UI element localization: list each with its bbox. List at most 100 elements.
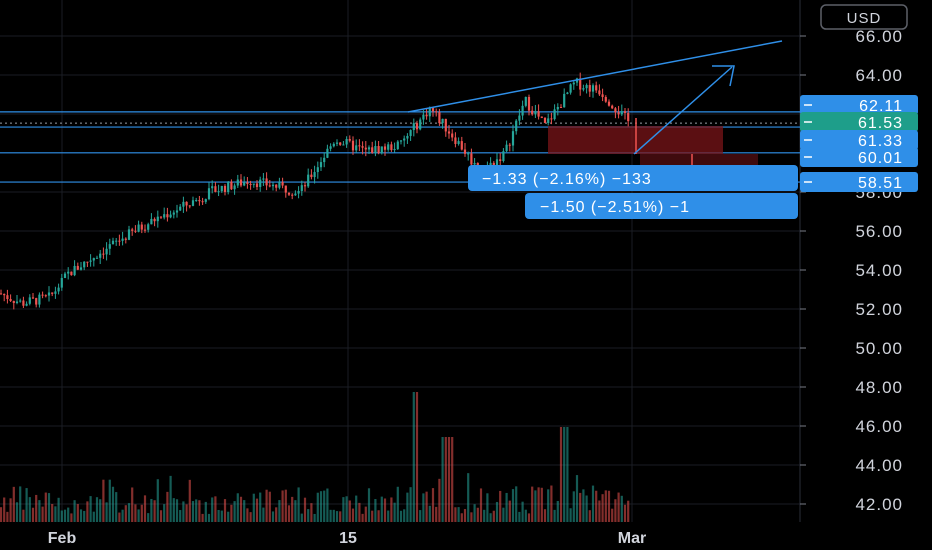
volume-bar [22,509,25,522]
volume-bar [223,499,227,522]
candle-body [227,181,230,193]
candle-body [284,185,287,193]
candle-body [175,210,179,213]
candle-body [358,145,361,147]
volume-bar [259,492,262,522]
candle-body [19,300,22,302]
volume-bar [188,479,191,522]
candle-body [73,265,76,276]
volume-bar [342,497,345,522]
volume-bar [271,511,275,522]
y-tick-label: 44.00 [855,456,903,475]
volume-bar [291,496,294,522]
candle-body [534,111,537,115]
y-tick-label: 48.00 [855,378,903,397]
volume-bar [540,487,543,522]
volume-bar [25,488,28,522]
candle-body [559,106,563,108]
volume-bar [99,499,102,522]
volume-bar [31,507,35,522]
candle-body [451,133,454,138]
candle-body [182,201,185,207]
volume-bar [470,512,473,522]
candle-body [313,172,316,178]
volume-bar [422,493,425,522]
volume-bar [364,506,367,522]
candle-body [252,183,255,185]
volume-bar [316,492,319,522]
candle-body [339,142,342,145]
candle-body [198,200,201,202]
volume-bar [377,510,380,522]
currency-label[interactable]: USD [847,10,882,27]
volume-bar [313,513,316,522]
candle-body [412,123,415,131]
volume-bar [147,513,150,522]
price-tag-label: 62.11 [859,98,903,115]
currency-button-frame[interactable] [820,4,908,30]
volume-bar [473,504,476,522]
volume-bar [227,511,230,522]
volume-bar [399,510,403,522]
candle-body [265,178,268,186]
measure-labels: −1.33 (−2.16%) −133 −1.50 (−2.51%) −1 [468,165,798,219]
volume-bar [476,507,479,522]
candle-body [355,145,358,151]
volume-bar [73,500,76,522]
candle-body [332,143,335,147]
volume-bar [102,479,105,522]
volume-bar [131,487,134,522]
candle-body [364,147,367,150]
volume-bar [95,497,99,522]
volume-bar [431,488,435,522]
candle-body [620,111,623,115]
candle-body [473,162,476,165]
volume-bar [467,473,470,522]
volume-bar [28,497,31,522]
volume-bar [358,502,361,522]
candle-body [515,120,518,132]
volume-bar [300,513,303,522]
volume-bar [262,507,265,522]
candle-body [463,149,467,154]
volume-bar [492,510,495,522]
volume-bar [166,491,169,522]
volume-bar [335,511,339,522]
projection-arrow-head [712,65,735,87]
volume-bar [396,486,399,522]
candle-body [447,131,451,134]
candle-body [143,229,147,231]
candle-body [371,147,374,153]
candle-body [582,88,585,90]
volume-bar [521,501,524,522]
candle-body [169,214,172,218]
candle-body [38,294,41,305]
volume-bar [265,489,268,522]
volume-bar [435,506,438,522]
volume-bar [214,496,217,522]
candle-body [83,261,86,268]
volume-bar [252,493,255,522]
currency-button[interactable]: USD [820,4,908,30]
candle-body [9,298,12,301]
candle-body [409,130,412,136]
volume-bar [595,490,598,522]
volume-bar [156,479,159,522]
volume-bar [483,509,486,522]
volume-bar [511,489,515,522]
candle-body [377,146,380,154]
volume-bar [150,498,153,522]
candle-body [329,146,332,149]
volume-bar [547,489,550,522]
candle-body [588,85,591,92]
candle-body [492,162,495,166]
time-axis[interactable]: Feb 15 Mar [48,530,646,547]
grid [0,0,801,522]
candle-body [348,139,351,141]
volume-bar [575,475,579,522]
volume-bar [287,505,291,522]
candle-body [601,94,604,98]
